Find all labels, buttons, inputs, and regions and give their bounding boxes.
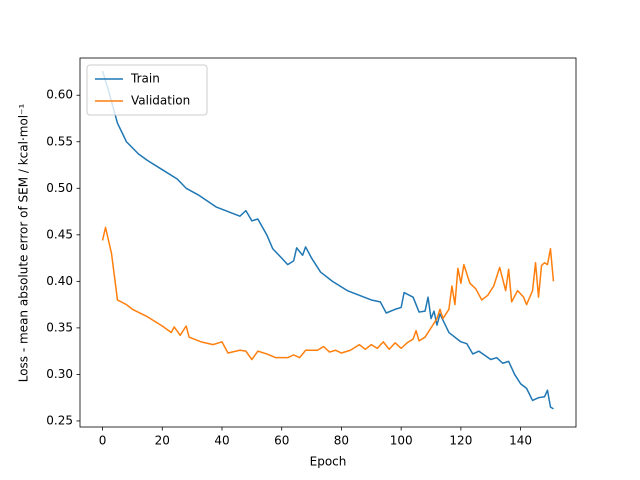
y-tick-label: 0.30: [46, 367, 73, 381]
y-tick-label: 0.60: [46, 88, 73, 102]
plot-frame: [79, 57, 577, 428]
y-axis-label: Loss - mean absolute error of SEM / kcal…: [17, 104, 31, 383]
y-tick-label: 0.50: [46, 181, 73, 195]
y-tick-label: 0.45: [46, 227, 73, 241]
y-tick-label: 0.40: [46, 274, 73, 288]
x-tick-label: 40: [214, 434, 229, 448]
line-series: [101, 70, 554, 410]
x-tick-label: 60: [274, 434, 289, 448]
x-tick-label: 120: [449, 434, 472, 448]
legend-box: [86, 64, 208, 116]
legend-label: Train: [130, 72, 160, 86]
x-tick-label: 20: [155, 434, 170, 448]
x-tick-label: 0: [99, 434, 107, 448]
y-tick-label: 0.55: [46, 134, 73, 148]
x-tick-label: 100: [390, 434, 413, 448]
x-tick-label: 140: [509, 434, 532, 448]
y-tick-label: 0.25: [46, 413, 73, 427]
x-tick-label: 80: [334, 434, 349, 448]
y-tick-label: 0.35: [46, 320, 73, 334]
legend-label: Validation: [131, 94, 190, 108]
x-axis-label: Epoch: [310, 455, 347, 469]
line-series: [101, 226, 555, 361]
